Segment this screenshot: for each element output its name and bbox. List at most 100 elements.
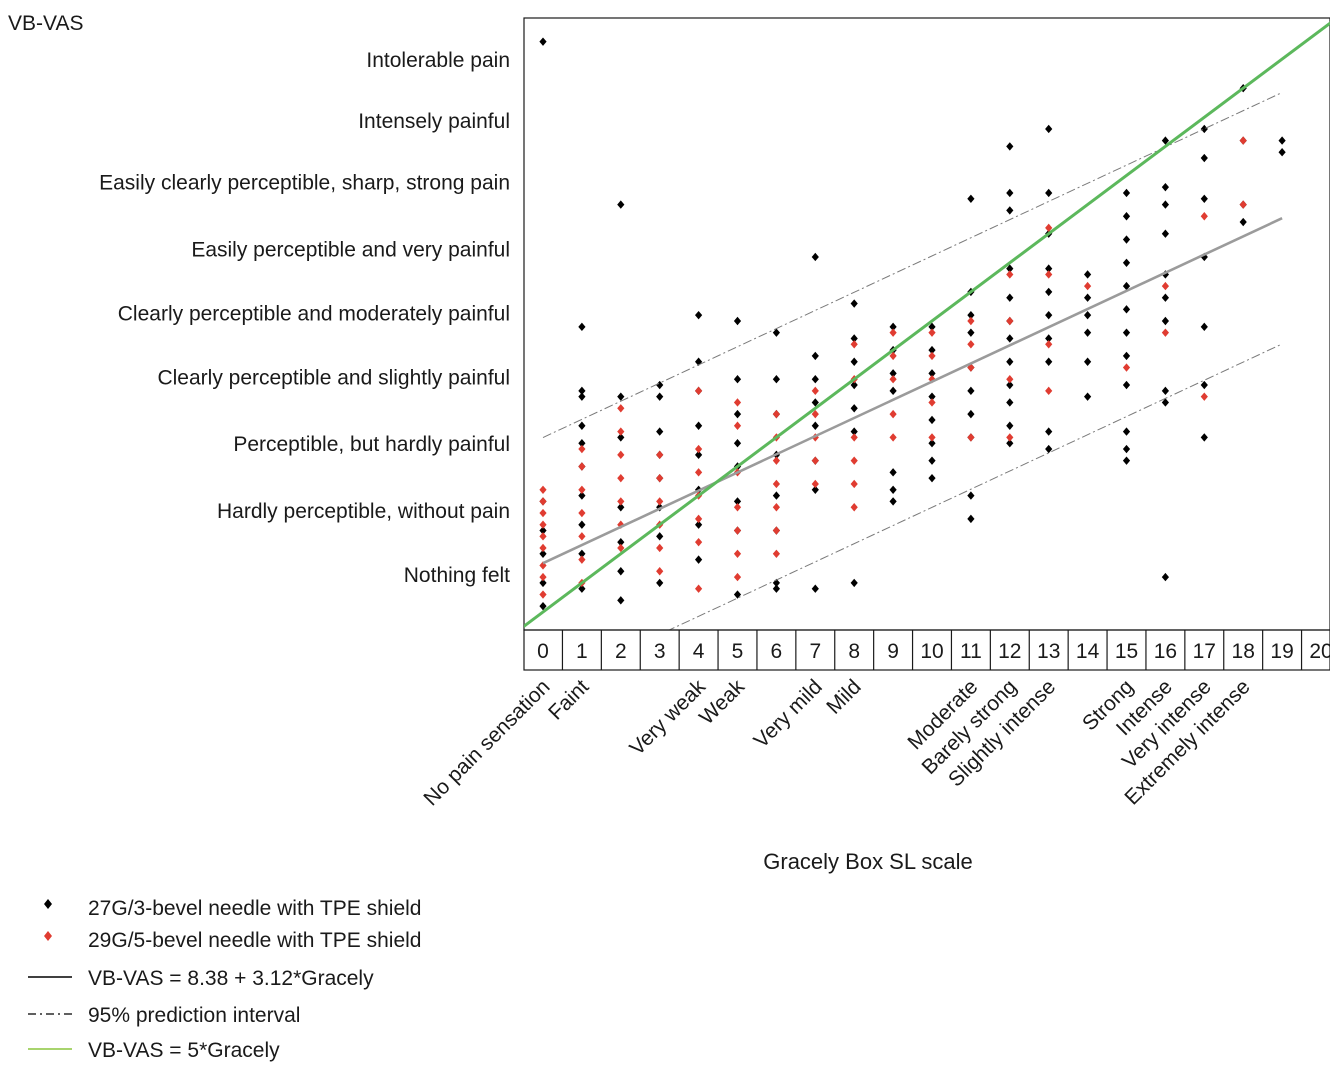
point-29g bbox=[967, 340, 975, 349]
legend-swatch-diamond bbox=[44, 931, 52, 941]
point-29g bbox=[1200, 212, 1208, 221]
point-27g bbox=[811, 375, 819, 384]
point-27g bbox=[1006, 334, 1014, 343]
point-27g bbox=[695, 310, 703, 320]
point-29g bbox=[1161, 328, 1169, 337]
point-27g bbox=[733, 590, 742, 599]
point-29g bbox=[539, 497, 547, 506]
point-27g bbox=[889, 468, 897, 477]
point-27g bbox=[1200, 124, 1208, 134]
point-29g bbox=[578, 508, 586, 518]
y-descriptor-label: Clearly perceptible and moderately painf… bbox=[118, 302, 510, 325]
point-27g bbox=[1045, 357, 1053, 366]
point-27g bbox=[578, 549, 586, 558]
y-descriptor-label: Perceptible, but hardly painful bbox=[233, 433, 510, 456]
point-27g bbox=[1045, 444, 1053, 454]
point-27g bbox=[733, 409, 742, 419]
point-27g bbox=[1045, 427, 1053, 436]
point-29g bbox=[656, 567, 664, 576]
point-29g bbox=[811, 386, 819, 396]
point-27g bbox=[967, 491, 975, 500]
legend-swatch-diamond bbox=[44, 899, 52, 909]
point-29g bbox=[1161, 281, 1169, 291]
point-29g bbox=[1045, 386, 1053, 396]
prediction-interval-upper bbox=[542, 92, 1283, 438]
point-29g bbox=[1045, 340, 1053, 349]
point-27g bbox=[695, 450, 703, 460]
point-29g bbox=[772, 409, 780, 419]
point-29g bbox=[617, 520, 625, 529]
x-tick-label: 11 bbox=[960, 640, 982, 663]
x-tick-label: 8 bbox=[848, 640, 860, 663]
point-27g bbox=[967, 194, 975, 203]
y-descriptor-label: Hardly perceptible, without pain bbox=[217, 500, 510, 523]
legend-item: 95% prediction interval bbox=[28, 1004, 300, 1027]
point-27g bbox=[850, 334, 858, 343]
point-27g bbox=[695, 520, 703, 529]
x-descriptor-label: Weak bbox=[695, 675, 749, 729]
point-29g bbox=[850, 479, 858, 489]
point-27g bbox=[1006, 206, 1014, 215]
point-29g bbox=[1045, 270, 1053, 279]
point-29g bbox=[539, 508, 547, 518]
point-29g bbox=[967, 316, 975, 326]
point-27g bbox=[1122, 328, 1131, 337]
point-29g bbox=[733, 572, 742, 582]
point-29g bbox=[1239, 200, 1247, 209]
point-27g bbox=[1084, 293, 1092, 302]
point-27g bbox=[578, 386, 586, 396]
point-29g bbox=[617, 404, 625, 413]
point-27g bbox=[967, 514, 975, 524]
x-tick-label: 15 bbox=[1115, 640, 1138, 663]
point-27g bbox=[695, 421, 703, 430]
legend-label: VB-VAS = 5*Gracely bbox=[88, 1039, 280, 1062]
point-27g bbox=[578, 584, 586, 593]
point-27g bbox=[578, 491, 586, 500]
x-tick-label: 4 bbox=[693, 640, 705, 663]
point-27g bbox=[889, 369, 897, 378]
point-27g bbox=[1200, 194, 1208, 203]
point-29g bbox=[617, 543, 625, 553]
point-29g bbox=[772, 549, 780, 558]
x-descriptor-label: Faint bbox=[544, 675, 593, 724]
point-27g bbox=[1122, 444, 1131, 454]
point-29g bbox=[889, 351, 897, 361]
point-27g bbox=[733, 497, 742, 506]
point-29g bbox=[811, 479, 819, 489]
point-29g bbox=[850, 503, 858, 512]
point-27g bbox=[1161, 398, 1169, 407]
point-29g bbox=[1200, 392, 1208, 401]
legend: 27G/3-bevel needle with TPE shield 29G/5-… bbox=[28, 897, 421, 1062]
point-27g bbox=[1006, 439, 1014, 448]
point-29g bbox=[617, 497, 625, 506]
point-27g bbox=[928, 369, 936, 378]
point-29g bbox=[772, 503, 780, 512]
point-27g bbox=[1122, 305, 1131, 314]
point-27g bbox=[1122, 188, 1131, 198]
point-29g bbox=[695, 468, 703, 477]
point-27g bbox=[811, 351, 819, 361]
point-27g bbox=[578, 322, 586, 332]
point-27g bbox=[1006, 293, 1014, 302]
x-tick-row bbox=[523, 629, 1330, 671]
point-27g bbox=[850, 427, 858, 436]
x-descriptor-label: Very mild bbox=[750, 675, 827, 752]
point-27g bbox=[1161, 200, 1169, 209]
legend-label: 95% prediction interval bbox=[88, 1004, 300, 1027]
point-27g bbox=[772, 375, 780, 384]
point-29g bbox=[889, 328, 897, 337]
point-29g bbox=[811, 409, 819, 419]
x-axis-title: Gracely Box SL scale bbox=[763, 849, 973, 874]
point-27g bbox=[1161, 229, 1169, 238]
point-29g bbox=[695, 537, 703, 547]
point-27g bbox=[1006, 380, 1014, 390]
point-29g bbox=[578, 444, 586, 454]
point-27g bbox=[1161, 386, 1169, 396]
point-27g bbox=[1122, 212, 1131, 221]
point-27g bbox=[850, 380, 858, 390]
point-29g bbox=[617, 473, 625, 483]
point-27g bbox=[928, 345, 936, 355]
point-29g bbox=[695, 444, 703, 454]
point-29g bbox=[578, 555, 586, 564]
y-descriptor-label: Intensely painful bbox=[358, 110, 510, 133]
